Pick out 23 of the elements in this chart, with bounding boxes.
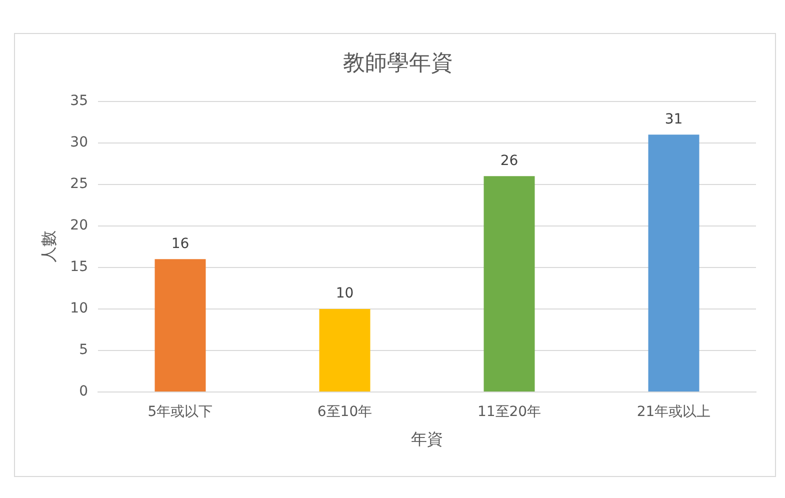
data-label: 26 — [500, 152, 518, 169]
bar — [484, 176, 535, 392]
y-tick-label: 0 — [79, 384, 88, 400]
y-tick-label: 20 — [70, 218, 88, 234]
bar — [154, 259, 206, 392]
y-tick-label: 30 — [70, 134, 88, 151]
chart-title: 教師學年資 — [343, 50, 453, 76]
y-tick-label: 10 — [70, 300, 88, 317]
y-tick-label: 5 — [79, 342, 88, 358]
bar — [648, 134, 700, 392]
x-tick-label: 11至20年 — [477, 404, 542, 420]
y-axis-title: 人數 — [38, 230, 58, 263]
x-tick-label: 5年或以下 — [148, 404, 213, 420]
data-label: 31 — [664, 111, 683, 128]
y-tick-label: 35 — [70, 93, 88, 110]
x-tick-label: 6至10年 — [317, 404, 372, 420]
y-tick-label: 25 — [70, 176, 88, 192]
bar — [319, 308, 370, 392]
data-label: 10 — [336, 286, 354, 302]
y-tick-label: 15 — [70, 259, 88, 276]
x-axis-title: 年資 — [411, 430, 443, 449]
data-label: 16 — [171, 236, 190, 252]
x-tick-label: 21年或以上 — [636, 404, 711, 420]
